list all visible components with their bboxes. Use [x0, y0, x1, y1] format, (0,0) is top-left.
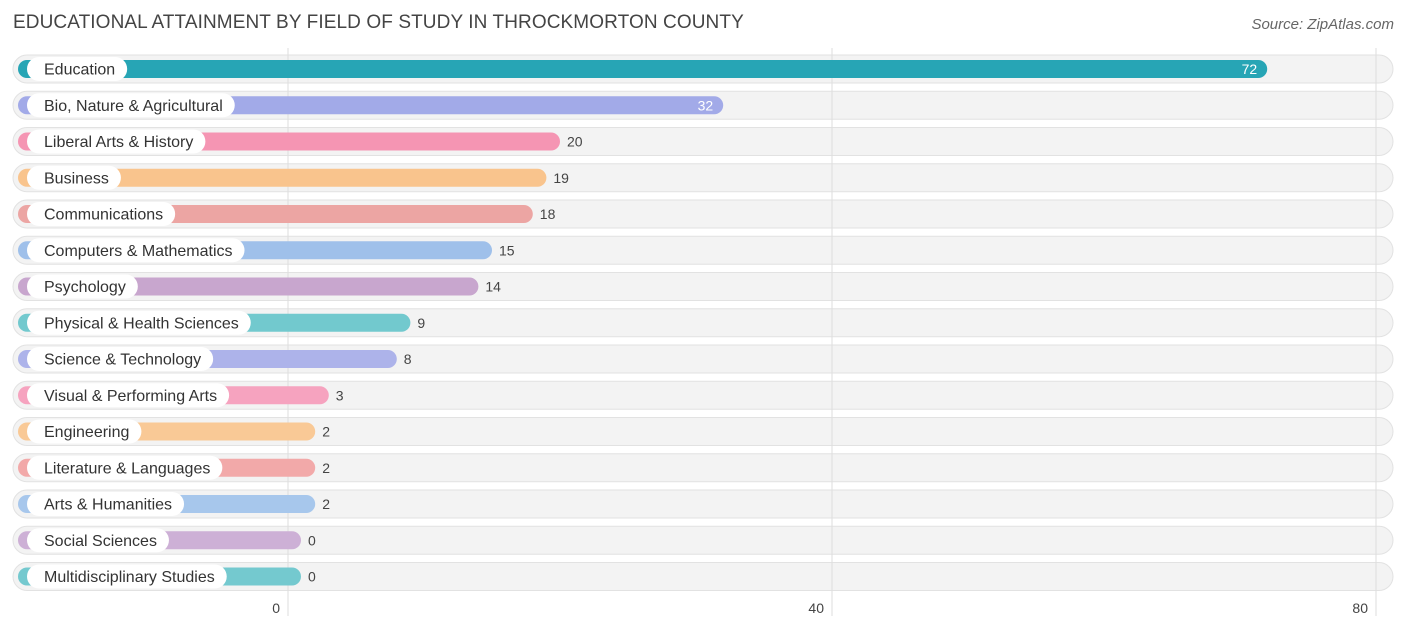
- category-label-bg: [27, 57, 128, 81]
- category-label: Social Sciences: [44, 533, 157, 550]
- value-label: 0: [308, 532, 316, 548]
- category-label: Liberal Arts & History: [44, 134, 193, 151]
- row-track: [12, 380, 1394, 410]
- value-label: 19: [553, 170, 569, 186]
- category-label: Arts & Humanities: [44, 497, 172, 514]
- value-label: 32: [698, 97, 714, 113]
- category-label-bg: [27, 419, 142, 444]
- row-track: [12, 489, 1394, 519]
- chart-title: EDUCATIONAL ATTAINMENT BY FIELD OF STUDY…: [13, 12, 744, 33]
- category-label-bg: [27, 528, 169, 553]
- category-label-bg: [27, 165, 121, 190]
- value-label: 72: [1242, 61, 1258, 77]
- row-track: [12, 417, 1394, 446]
- row-track: [12, 525, 1394, 555]
- category-label-bg: [27, 238, 245, 263]
- value-label: 0: [308, 569, 316, 585]
- category-label: Communications: [44, 207, 163, 224]
- category-label: Psychology: [44, 279, 126, 296]
- value-label: 14: [485, 279, 501, 295]
- category-label-bg: [27, 564, 227, 589]
- x-tick-label: 80: [1352, 600, 1368, 616]
- category-label-bg: [27, 347, 214, 371]
- category-label: Computers & Mathematics: [44, 243, 233, 260]
- x-tick-label: 0: [272, 600, 280, 616]
- category-label-bg: [27, 383, 230, 408]
- category-label: Literature & Languages: [44, 460, 210, 477]
- category-label-bg: [27, 93, 235, 118]
- category-label: Engineering: [44, 424, 129, 441]
- bar-business: [18, 168, 547, 187]
- bar-education: [18, 60, 1268, 78]
- row-track: [12, 453, 1394, 483]
- row-track: [12, 562, 1394, 591]
- category-label: Physical & Health Sciences: [44, 315, 239, 332]
- category-label: Business: [44, 170, 109, 187]
- category-label: Education: [44, 62, 115, 79]
- value-label: 3: [336, 387, 344, 403]
- value-label: 2: [322, 460, 330, 476]
- category-label-bg: [27, 492, 185, 516]
- category-label-bg: [27, 310, 251, 335]
- value-label: 20: [567, 134, 583, 150]
- value-label: 2: [322, 424, 330, 440]
- category-label: Bio, Nature & Agricultural: [44, 98, 223, 115]
- category-label-bg: [27, 202, 176, 226]
- category-label: Multidisciplinary Studies: [44, 569, 215, 586]
- value-label: 2: [322, 496, 330, 512]
- category-label-bg: [27, 274, 138, 299]
- category-label-bg: [27, 129, 206, 154]
- x-tick-label: 40: [808, 600, 824, 616]
- category-label: Visual & Performing Arts: [44, 388, 217, 405]
- value-label: 8: [404, 351, 412, 367]
- source-label: Source: ZipAtlas.com: [1251, 16, 1394, 33]
- category-label: Science & Technology: [44, 352, 201, 369]
- value-label: 9: [417, 315, 425, 331]
- category-label-bg: [27, 455, 223, 480]
- value-label: 18: [540, 206, 556, 222]
- value-label: 15: [499, 242, 515, 258]
